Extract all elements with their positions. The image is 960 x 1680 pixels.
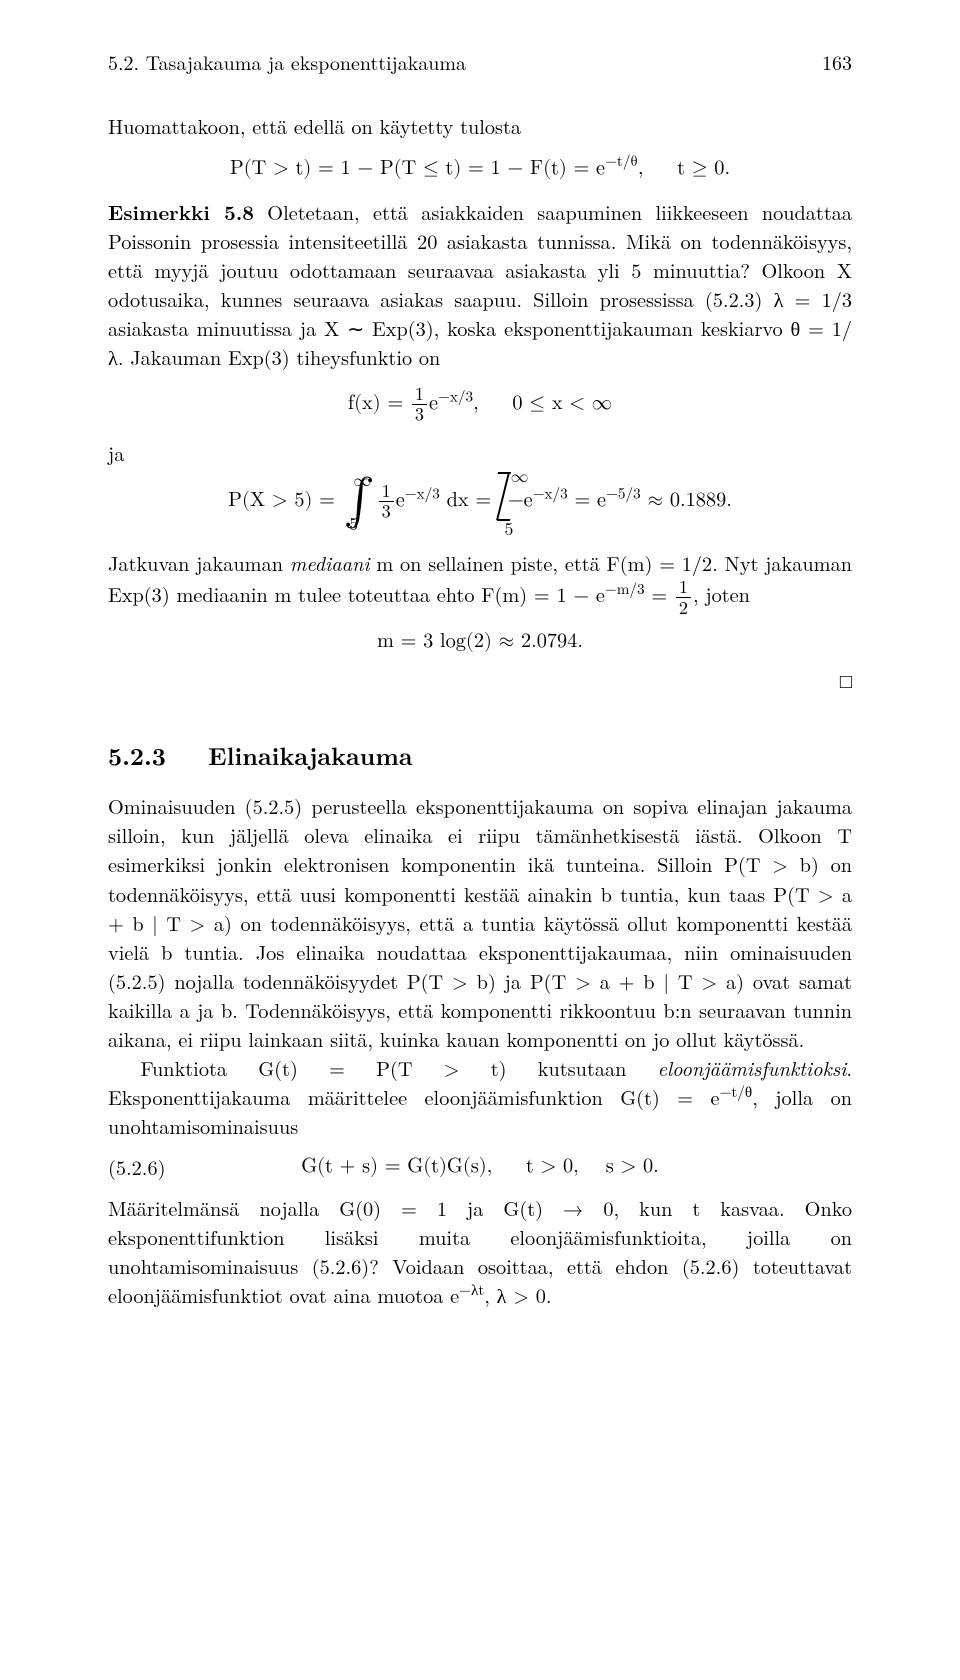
lifetime-p1: Ominaisuuden (5.2.5) perusteella ekspone… <box>108 791 852 1052</box>
equation-memoryless-row: (5.2.6) G(t + s) = G(t)G(s), t > 0, s > … <box>108 1152 852 1181</box>
page-number: 163 <box>822 48 852 77</box>
equation-survival: P(T > t) = 1 − P(T ≤ t) = 1 − F(t) = e−t… <box>108 154 852 183</box>
example-paragraph: Esimerkki 5.8 Oletetaan, että asiakkaide… <box>108 197 852 371</box>
running-header: 5.2. Tasajakauma ja eksponenttijakauma 1… <box>108 48 852 77</box>
survival-term: eloonjäämisfunktioksi <box>658 1053 847 1082</box>
ja-connector: ja <box>108 438 852 467</box>
qed-box: □ <box>108 666 852 695</box>
equation-density: f(x) = 13e−x/3, 0 ≤ x < ∞ <box>108 385 852 424</box>
median-paragraph: Jatkuvan jakauman mediaani m on sellaine… <box>108 548 852 616</box>
lifetime-p3: Määritelmänsä nojalla G(0) = 1 ja G(t) →… <box>108 1193 852 1309</box>
p2-pre: Funktiota G(t) = P(T > t) kutsutaan <box>140 1053 657 1082</box>
equation-label: (5.2.6) <box>108 1152 176 1181</box>
subsection-heading: 5.2.3 Elinaikajakauma <box>108 738 852 773</box>
lifetime-p2: Funktiota G(t) = P(T > t) kutsutaan eloo… <box>108 1053 852 1140</box>
section-label: 5.2. Tasajakauma ja eksponenttijakauma <box>108 48 466 77</box>
equation-memoryless: G(t + s) = G(t)G(s), t > 0, s > 0. <box>176 1152 784 1181</box>
median-term: mediaani <box>290 548 370 577</box>
intro-paragraph: Huomattakoon, että edellä on käytetty tu… <box>108 111 852 140</box>
equation-probability: P(X > 5) = ∫∞513e−x/3 dx = ∞5−e−x/3 = e−… <box>108 473 852 530</box>
page: 5.2. Tasajakauma ja eksponenttijakauma 1… <box>0 0 960 1680</box>
example-label: Esimerkki 5.8 <box>108 197 254 226</box>
median-pre: Jatkuvan jakauman <box>108 548 290 577</box>
equation-median: m = 3 log(2) ≈ 2.0794. <box>108 627 852 656</box>
